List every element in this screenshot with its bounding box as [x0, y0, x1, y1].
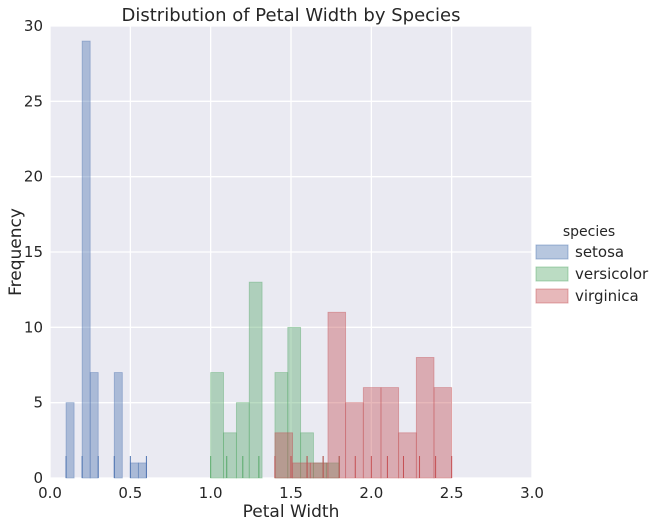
y-tick-label: 15 — [24, 243, 43, 261]
histogram-bar-versicolor — [223, 432, 237, 479]
legend-swatch-setosa — [535, 244, 569, 260]
legend-label-setosa: setosa — [575, 243, 624, 261]
histogram-bar-setosa — [81, 40, 91, 479]
histogram-bar-virginica — [345, 402, 364, 479]
histogram-bar-virginica — [274, 432, 294, 479]
y-axis-title: Frequency — [6, 208, 26, 296]
x-tick-label: 1.5 — [279, 484, 303, 502]
x-axis-title: Petal Width — [243, 502, 340, 522]
x-tick-label: 0.0 — [38, 484, 62, 502]
histogram-bar-versicolor — [248, 281, 263, 479]
histogram-bar-virginica — [362, 387, 382, 479]
x-tick-labels: 0.0 0.5 1.0 1.5 2.0 2.5 3.0 — [38, 484, 544, 502]
x-tick-label: 2.5 — [440, 484, 464, 502]
legend-title: species — [563, 224, 615, 240]
histogram-bar-versicolor — [287, 326, 302, 479]
histogram-bar-virginica — [292, 462, 311, 479]
legend: species setosa versicolor virginica — [535, 224, 649, 305]
histogram-bar-setosa — [89, 372, 99, 479]
histogram-bar-virginica — [327, 311, 347, 479]
rug-marks — [65, 456, 453, 478]
legend-label-versicolor: versicolor — [575, 265, 649, 283]
histogram-bar-setosa — [129, 462, 139, 479]
histogram-bar-virginica — [433, 387, 453, 479]
histogram-bar-virginica — [309, 462, 329, 479]
histogram-bar-setosa — [65, 402, 75, 479]
histogram-bar-virginica — [415, 357, 435, 479]
histogram-bar-setosa — [113, 372, 123, 479]
y-tick-label: 25 — [24, 92, 43, 110]
y-tick-labels: 0 5 10 15 20 25 30 — [24, 17, 43, 487]
histogram-bar-setosa — [137, 462, 147, 479]
y-tick-label: 20 — [24, 168, 43, 186]
histogram-bar-versicolor — [210, 372, 224, 479]
legend-label-virginica: virginica — [575, 287, 639, 305]
chart-title: Distribution of Petal Width by Species — [122, 5, 461, 26]
histogram-bars — [65, 40, 453, 479]
y-tick-label: 5 — [33, 394, 43, 412]
x-tick-label: 1.0 — [199, 484, 223, 502]
legend-swatch-versicolor — [535, 266, 569, 282]
histogram-bar-virginica — [380, 387, 400, 479]
histogram-bar-virginica — [398, 432, 417, 479]
x-tick-label: 2.0 — [359, 484, 383, 502]
legend-swatch-virginica — [535, 288, 569, 304]
y-tick-label: 10 — [24, 318, 43, 336]
x-tick-label: 0.5 — [118, 484, 142, 502]
histogram-bar-versicolor — [274, 372, 289, 479]
y-tick-label: 0 — [33, 469, 43, 487]
x-tick-label: 3.0 — [520, 484, 544, 502]
y-tick-label: 30 — [24, 17, 43, 35]
